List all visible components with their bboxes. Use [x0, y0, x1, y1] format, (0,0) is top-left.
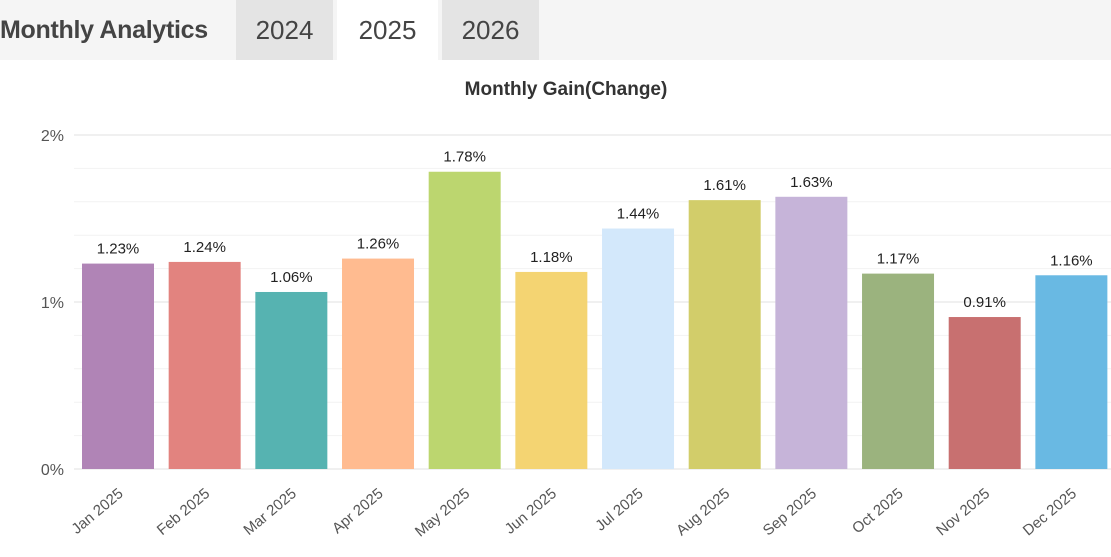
bar-aug-2025[interactable]: [688, 200, 761, 469]
y-tick-label: 1%: [41, 295, 64, 312]
bar-oct-2025[interactable]: [862, 273, 935, 469]
bar-value-label: 1.18%: [530, 249, 573, 266]
bar-nov-2025[interactable]: [948, 317, 1021, 469]
chart-title: Monthly Gain(Change): [465, 79, 668, 100]
tab-2024[interactable]: 2024: [236, 0, 333, 60]
x-category-label: May 2025: [412, 485, 473, 540]
bar-value-label: 1.26%: [357, 236, 400, 253]
bar-jan-2025[interactable]: [82, 263, 154, 469]
bar-value-label: 1.16%: [1050, 252, 1093, 269]
bar-jun-2025[interactable]: [515, 271, 588, 469]
bar-value-label: 1.63%: [790, 174, 833, 191]
tab-2025[interactable]: 2025: [337, 0, 438, 60]
grid-lines: [74, 134, 1111, 470]
header-bar: Monthly Analytics 2024 2025 2026: [0, 0, 1111, 60]
y-tick-label: 2%: [41, 128, 64, 145]
bar-jul-2025[interactable]: [602, 228, 675, 469]
y-tick-label: 0%: [41, 462, 64, 479]
bar-value-label: 0.91%: [963, 294, 1006, 311]
x-axis-labels: Jan 2025 Feb 2025 Mar 2025 Apr 2025 May 2025…: [68, 485, 1080, 540]
page-title: Monthly Analytics: [0, 16, 208, 44]
x-category-label: Nov 2025: [933, 485, 993, 539]
bar-value-label: 1.23%: [97, 241, 140, 258]
x-category-label: Feb 2025: [154, 485, 213, 539]
bar-mar-2025[interactable]: [255, 291, 328, 469]
x-category-label: Jul 2025: [592, 485, 646, 534]
bar-value-label: 1.06%: [270, 269, 313, 286]
x-category-label: Sep 2025: [760, 485, 820, 539]
x-category-label: Mar 2025: [240, 485, 299, 539]
x-category-label: Apr 2025: [329, 485, 387, 537]
bar-sep-2025[interactable]: [775, 196, 848, 470]
bar-value-label: 1.61%: [703, 177, 746, 194]
x-category-label: Dec 2025: [1020, 485, 1080, 539]
bar-feb-2025[interactable]: [168, 261, 241, 469]
data-labels: 1.23% 1.24% 1.06% 1.26% 1.78% 1.18% 1.44% 1.61%…: [97, 149, 1093, 311]
x-category-label: Oct 2025: [849, 485, 907, 537]
y-axis-ticks: 0% 1% 2%: [41, 128, 64, 479]
x-category-label: Aug 2025: [673, 485, 733, 539]
monthly-gain-chart: Monthly Gain(Change) 0%1%2% 1.23% 1.24%1.…: [41, 79, 1111, 540]
bar-may-2025[interactable]: [428, 171, 501, 469]
bar-dec-2025[interactable]: [1035, 275, 1108, 469]
bar-value-label: 1.24%: [183, 239, 226, 256]
tab-2026[interactable]: 2026: [442, 0, 539, 60]
x-category-label: Jan 2025: [68, 485, 126, 538]
bars: [82, 171, 1108, 470]
bar-value-label: 1.17%: [877, 251, 920, 268]
bar-apr-2025[interactable]: [342, 258, 415, 469]
bar-value-label: 1.78%: [443, 149, 486, 166]
x-category-label: Jun 2025: [502, 485, 560, 538]
bar-value-label: 1.44%: [617, 206, 660, 223]
